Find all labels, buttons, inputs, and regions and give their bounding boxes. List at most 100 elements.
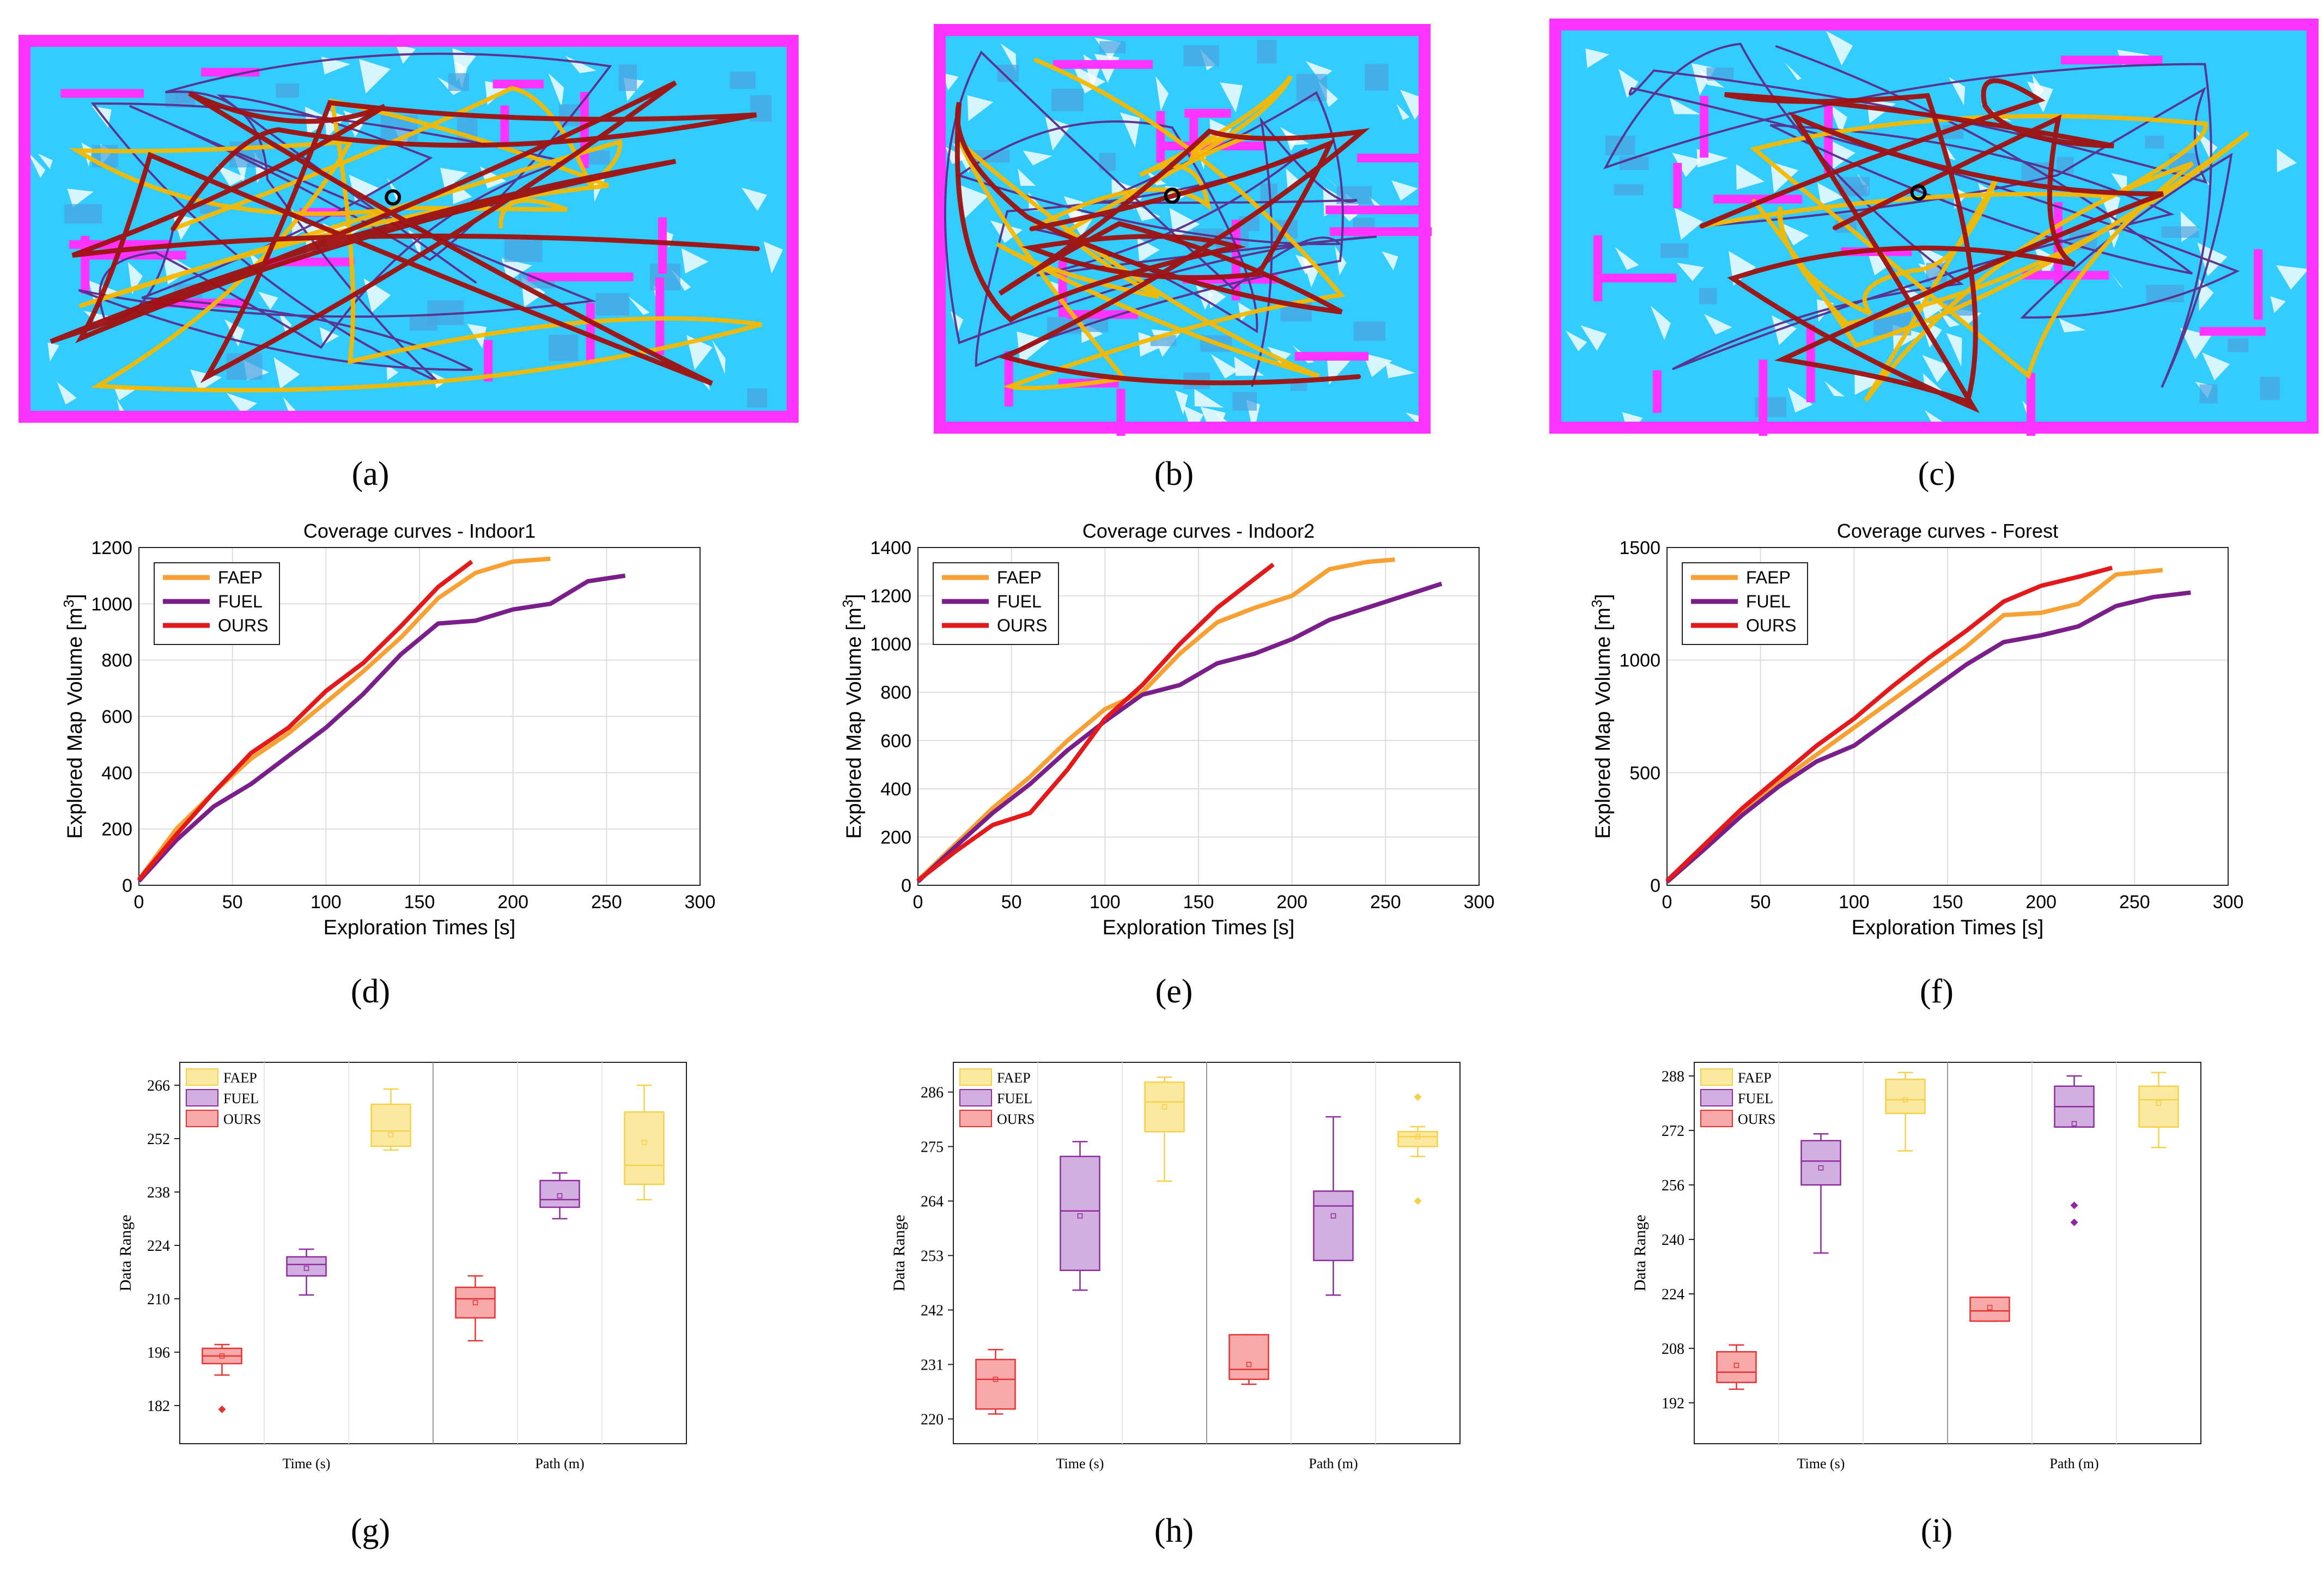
map-unexplored-patch <box>1780 222 1809 246</box>
map-inner-wall <box>1652 370 1662 413</box>
x-axis-label: Exploration Times [s] <box>324 916 516 939</box>
outlier-point <box>2070 1218 2078 1226</box>
legend-label-fuel: FUEL <box>1746 592 1791 611</box>
map-unexplored-patch <box>565 56 597 74</box>
map-unexplored-patch <box>1922 355 1950 383</box>
map-unexplored-patch <box>2197 242 2228 277</box>
map-shadow-patch <box>2199 384 2218 404</box>
map-unexplored-patch <box>711 340 726 374</box>
box-faep <box>2138 1085 2179 1128</box>
y-tick-label: 1200 <box>870 586 911 607</box>
x-tick-label: 300 <box>2213 892 2244 913</box>
map-inner-wall <box>201 68 260 77</box>
legend-label-fuel: FUEL <box>218 592 263 611</box>
boxplot-indoor1: 182 196 210 224 238 252 266 Data Range Time (s) P… <box>117 1062 687 1471</box>
map-unexplored-patch <box>1155 76 1169 112</box>
y-tick-label: 1000 <box>870 634 911 655</box>
map-trajectory <box>958 58 1346 391</box>
map-unexplored-patch <box>1321 172 1341 190</box>
series-line-fuel <box>137 573 626 883</box>
box-ours <box>1228 1334 1269 1381</box>
map-inner-wall <box>1593 235 1602 302</box>
map-unexplored-patch <box>1210 354 1239 379</box>
map-unexplored-patch <box>2110 271 2124 289</box>
y-axis-label-superscript: 3 <box>60 600 77 607</box>
x-tick-label: 200 <box>497 892 528 913</box>
x-tick-label: 50 <box>1750 892 1771 913</box>
map-shadow-patch <box>1051 88 1084 112</box>
map-inner-wall <box>492 80 544 89</box>
map-trajectory <box>50 80 760 386</box>
map-shadow-patch <box>409 315 437 331</box>
legend-label-fuel: FUEL <box>997 592 1042 611</box>
y-tick-label: 196 <box>147 1345 170 1361</box>
y-tick-label: 252 <box>147 1131 170 1148</box>
map-unexplored-patch <box>440 167 469 190</box>
legend-label-faep: FAEP <box>1738 1070 1772 1086</box>
map-unexplored-patch <box>28 152 46 178</box>
series-line-ours <box>1665 565 2113 883</box>
map-inner-wall <box>1184 108 1231 118</box>
y-tick-label: 288 <box>1662 1068 1684 1085</box>
map-inner-wall <box>2027 373 2036 436</box>
y-tick-label: 266 <box>147 1078 170 1094</box>
legend-label-fuel: FUEL <box>1738 1091 1773 1106</box>
map-unexplored-patch <box>1674 208 1703 240</box>
mean-marker <box>993 1377 999 1382</box>
map-unexplored-patch <box>2277 148 2297 173</box>
box-faep <box>1885 1079 1926 1114</box>
map-unexplored-patch <box>2270 296 2286 313</box>
y-tick-label: 192 <box>1662 1395 1684 1412</box>
y-tick-label: 600 <box>880 731 911 751</box>
y-tick-label: 600 <box>101 707 132 727</box>
y-tick-label: 1000 <box>91 594 132 615</box>
map-unexplored-patch <box>127 262 143 295</box>
y-tick-label: 1200 <box>91 538 132 558</box>
map-forest <box>1547 16 2321 436</box>
boxplot-indoor2: 220 231 242 253 264 275 286 Data Range Time (s) P… <box>890 1062 1461 1471</box>
series-line-fuel <box>1665 590 2191 884</box>
map-unexplored-patch <box>57 381 77 405</box>
x-tick-label: 100 <box>1090 892 1121 913</box>
legend-label-faep: FAEP <box>997 1070 1031 1086</box>
map-inner-wall <box>655 277 665 355</box>
legend: FAEP FUEL OURS <box>1700 1068 1775 1127</box>
map-wall <box>19 411 799 423</box>
y-axis-label: Explored Map Volume [m3] <box>60 594 87 839</box>
map-unexplored-patch <box>1194 388 1224 408</box>
map-unexplored-patch <box>1073 65 1106 94</box>
map-trajectory <box>1700 114 2249 402</box>
map-unexplored-patch <box>1267 346 1292 364</box>
map-unexplored-patch <box>1618 69 1639 99</box>
map-shadow-patch <box>618 64 637 92</box>
map-unexplored-patch <box>190 369 222 392</box>
map-unexplored-patch <box>1400 89 1429 120</box>
map-wall <box>2307 19 2319 434</box>
y-tick-label: 238 <box>147 1184 170 1201</box>
map-unexplored-patch <box>216 164 246 186</box>
box-ours <box>975 1359 1016 1410</box>
caption-g: (g) <box>350 1512 391 1549</box>
legend-label-ours: OURS <box>223 1111 261 1127</box>
y-axis-label: Data Range <box>1631 1215 1649 1292</box>
legend-swatch-ours <box>186 1110 218 1127</box>
map-start-marker <box>1910 184 1927 201</box>
x-tick-label: 50 <box>222 892 243 913</box>
map-unexplored-patch <box>1785 62 1802 81</box>
y-axis-label: Explored Map Volume [m3] <box>1589 594 1615 839</box>
map-shadow-patch <box>1353 321 1386 341</box>
box-faep <box>1144 1081 1185 1133</box>
map-shadow-patch <box>448 73 470 91</box>
legend-label-ours: OURS <box>218 616 268 635</box>
y-tick-label: 242 <box>921 1303 944 1319</box>
map-unexplored-patch <box>321 56 351 75</box>
map-indoor1 <box>16 33 801 425</box>
y-tick-label: 240 <box>1662 1232 1684 1249</box>
map-start-marker <box>1164 187 1181 204</box>
legend: FAEP FUEL OURS <box>154 562 280 645</box>
map-unexplored-patch <box>1565 330 1587 351</box>
mean-marker <box>1902 1097 1908 1103</box>
map-unexplored-patch <box>1830 141 1855 170</box>
box-fuel <box>1800 1140 1841 1186</box>
legend-swatch-fuel <box>1700 1089 1733 1106</box>
